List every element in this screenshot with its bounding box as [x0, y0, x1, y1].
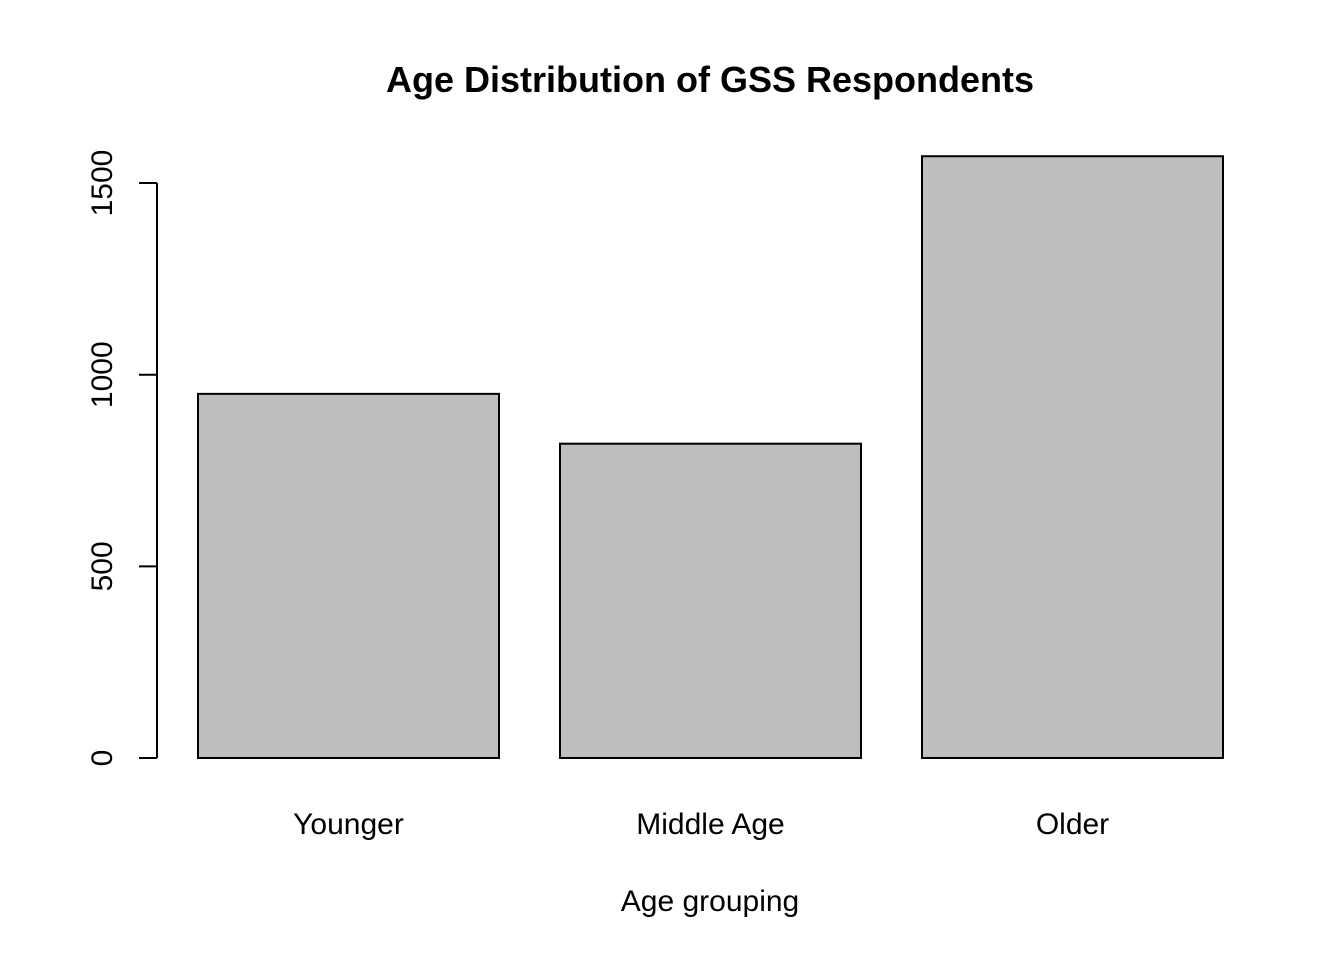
x-axis-tick-labels: Younger Middle Age Older	[293, 808, 1109, 841]
bar-middle-age	[559, 442, 862, 759]
y-tick-label: 1500	[86, 150, 119, 217]
bar-older	[921, 155, 1224, 759]
x-tick-label: Older	[1036, 808, 1109, 841]
x-axis-label: Age grouping	[621, 885, 799, 918]
x-tick-label: Younger	[293, 808, 404, 841]
chart-title: Age Distribution of GSS Respondents	[386, 59, 1034, 100]
bar-younger	[197, 392, 500, 759]
y-tick-label: 500	[86, 541, 119, 591]
bars-group	[197, 155, 1224, 759]
x-tick-label: Middle Age	[636, 808, 784, 841]
y-tick-label: 0	[86, 750, 119, 767]
y-tick-label: 1000	[86, 341, 119, 408]
y-axis: 0 500 1000 1500	[86, 150, 158, 767]
